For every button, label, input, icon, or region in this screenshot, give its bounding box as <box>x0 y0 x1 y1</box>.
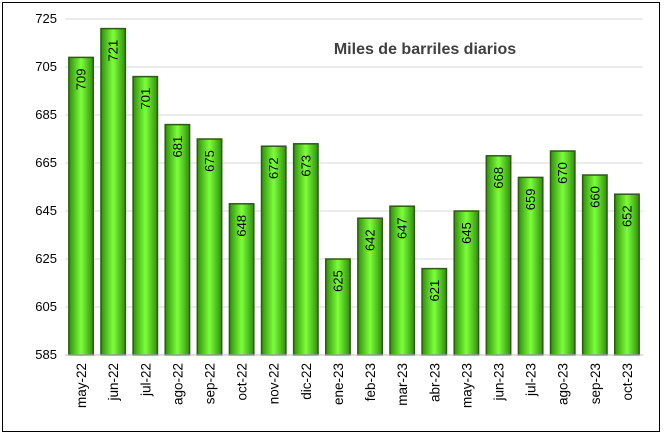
chart-title: Miles de barriles diarios <box>334 41 516 58</box>
x-tick-label: may-22 <box>74 363 89 408</box>
y-tick-label: 625 <box>35 251 57 266</box>
bar-jun-22 <box>100 27 127 356</box>
data-label-jul-22: 701 <box>138 88 153 110</box>
data-label-nov-22: 672 <box>266 157 281 179</box>
y-axis-ticks: 585 605 625 645 665 685 705 725 <box>35 11 57 362</box>
bar-mar-23 <box>389 205 416 356</box>
y-tick-label: 705 <box>35 59 57 74</box>
x-tick-label: mar-23 <box>395 363 410 406</box>
data-label-mar-23: 647 <box>395 217 410 239</box>
bar-oct-23 <box>613 193 640 356</box>
x-tick-label: dic-22 <box>299 363 314 400</box>
x-tick-label: sep-23 <box>588 363 603 404</box>
data-label-may-23: 645 <box>459 222 474 244</box>
x-tick-label: oct-22 <box>235 363 250 401</box>
bar-may-22 <box>68 56 95 356</box>
data-label-ago-22: 681 <box>170 136 185 158</box>
x-tick-label: abr-23 <box>427 363 442 402</box>
bar-nov-22 <box>260 145 287 356</box>
y-tick-label: 645 <box>35 203 57 218</box>
data-label-abr-23: 621 <box>427 280 442 302</box>
x-tick-label: jun-22 <box>106 363 121 402</box>
x-axis-ticks: may-22 jun-22 jul-22 ago-22 sep-22 oct-22 nov-… <box>74 363 635 408</box>
bar-feb-23 <box>357 217 384 356</box>
data-label-sep-22: 675 <box>202 150 217 172</box>
x-tick-label: nov-22 <box>267 363 282 404</box>
y-tick-label: 685 <box>35 107 57 122</box>
data-label-dic-22: 673 <box>298 155 313 177</box>
bar-chart: 585 605 625 645 665 685 705 725 709 721 701 681 675… <box>35 11 643 408</box>
x-tick-label: jul-23 <box>524 363 539 397</box>
data-label-ene-23: 625 <box>330 270 345 292</box>
data-label-jun-22: 721 <box>106 40 121 62</box>
x-tick-label: sep-22 <box>203 363 218 404</box>
x-tick-label: may-23 <box>459 363 474 408</box>
x-tick-label: ene-23 <box>331 363 346 405</box>
data-label-may-22: 709 <box>74 69 89 91</box>
y-tick-label: 585 <box>35 347 57 362</box>
data-label-feb-23: 642 <box>363 229 378 251</box>
data-label-jun-23: 668 <box>491 167 506 189</box>
data-label-jul-23: 659 <box>523 189 538 211</box>
y-tick-label: 725 <box>35 11 57 26</box>
data-label-oct-22: 648 <box>234 215 249 237</box>
data-label-oct-23: 652 <box>619 205 634 227</box>
x-tick-label: oct-23 <box>620 363 635 401</box>
bar-dic-22 <box>292 143 319 356</box>
x-tick-label: feb-23 <box>363 363 378 401</box>
chart-frame: 585 605 625 645 665 685 705 725 709 721 701 681 675… <box>2 2 660 432</box>
data-labels: 709 721 701 681 675 648 672 673 625 642 647 621 645 6… <box>74 40 635 302</box>
y-tick-label: 605 <box>35 299 57 314</box>
bar-abr-23 <box>421 267 448 356</box>
x-tick-label: jul-22 <box>138 363 153 397</box>
bar-jun-23 <box>485 155 512 356</box>
bar-ago-22 <box>164 123 191 356</box>
x-tick-label: ago-23 <box>556 363 571 405</box>
x-tick-label: ago-22 <box>170 363 185 405</box>
bar-jul-22 <box>132 75 159 356</box>
data-label-sep-23: 660 <box>587 186 602 208</box>
gridlines <box>65 18 643 356</box>
bars <box>68 27 640 356</box>
data-label-ago-23: 670 <box>555 162 570 184</box>
x-tick-label: jun-23 <box>492 363 507 402</box>
bar-sep-22 <box>196 138 223 356</box>
y-tick-label: 665 <box>35 155 57 170</box>
